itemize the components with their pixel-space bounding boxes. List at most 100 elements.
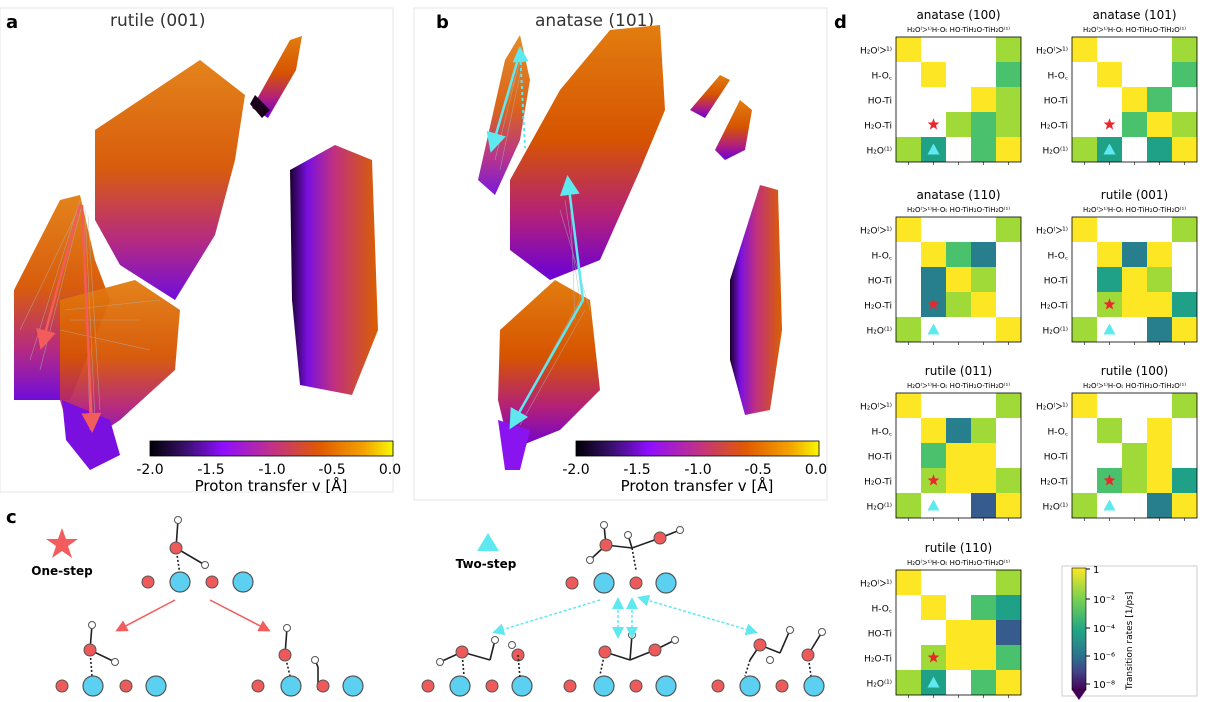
matrix-cell — [1122, 267, 1147, 292]
bond — [631, 547, 637, 571]
h-atom — [201, 561, 209, 569]
matrix-row-label: H₂O⁽ᐳ¹⁾ — [860, 47, 892, 57]
ti-atom — [280, 675, 302, 697]
ti-atom — [655, 675, 677, 697]
matrix-cell — [1172, 267, 1197, 292]
matrix-cell — [1122, 393, 1147, 418]
one-step-star-icon — [927, 474, 940, 486]
cloud-b-7 — [498, 420, 530, 470]
transition-matrix: rutile (001) H₂O⁽ᐳ¹⁾H-Oₜ HO-TiH₂O-TiH₂O⁽¹… — [1036, 188, 1198, 345]
matrix-cell — [996, 443, 1021, 468]
arrow-a-1 — [36, 204, 82, 350]
transition-matrix: rutile (100) H₂O⁽ᐳ¹⁾H-Oₜ HO-TiH₂O-TiH₂O⁽¹… — [1036, 364, 1198, 521]
matrix-cell — [946, 267, 971, 292]
colorbar-rates-ticks: 1 10⁻² 10⁻⁴ 10⁻⁶ 10⁻⁸ — [1086, 565, 1115, 691]
o-atom — [599, 538, 613, 552]
ti-atom — [803, 675, 825, 697]
cb-a-tick-1: -1.5 — [197, 462, 224, 478]
matrix-cell — [896, 670, 921, 695]
colorbar-ticks-b: -2.0 -1.5 -1.0 -0.5 0.0 — [562, 462, 827, 478]
panel-letter-c: c — [6, 507, 17, 528]
cb-b-tick-2: -1.0 — [684, 462, 711, 478]
matrix-cell — [971, 620, 996, 645]
matrix-cell — [896, 217, 921, 242]
matrix-cell — [1147, 393, 1172, 418]
o-atom — [629, 679, 643, 693]
matrix-cell — [1147, 468, 1172, 493]
matrix-cell — [896, 468, 921, 493]
colorbar-rates-label: Transition rates [1/ps] — [1125, 592, 1135, 691]
matrix-cell — [1172, 112, 1197, 137]
matrix-cell — [1122, 37, 1147, 62]
matrix-row-label: HO-Ti — [1044, 97, 1068, 107]
matrix-row-label: H₂O-Ti — [864, 478, 892, 488]
matrix-row-label: H-O꜀ — [872, 252, 892, 262]
o-atom — [629, 576, 643, 590]
matrix-cell — [1122, 137, 1147, 162]
h-atom — [508, 641, 516, 649]
matrix-cell — [946, 317, 971, 342]
matrix-cell — [946, 595, 971, 620]
matrix-cell — [896, 317, 921, 342]
matrix-cell — [1172, 37, 1197, 62]
matrix-cell — [1072, 217, 1097, 242]
o-atom — [598, 645, 612, 659]
matrix-row-label: H₂O⁽¹⁾ — [867, 147, 893, 157]
ti-atom — [739, 675, 761, 697]
one-step-star-icon — [1103, 118, 1116, 130]
matrix-cell — [1072, 468, 1097, 493]
cloud-a-3 — [290, 145, 378, 395]
matrix-row-label: H₂O⁽ᐳ¹⁾ — [1036, 403, 1068, 413]
h-atom — [436, 658, 444, 666]
matrix-cell — [896, 37, 921, 62]
rates-tick-4: 10⁻⁸ — [1093, 680, 1115, 691]
cb-b-tick-1: -1.5 — [623, 462, 650, 478]
matrix-cell — [1097, 267, 1122, 292]
matrix-cell — [946, 62, 971, 87]
cb-a-tick-4: 0.0 — [379, 462, 401, 478]
panel-b-frame — [413, 7, 828, 501]
matrix-cell — [971, 137, 996, 162]
h-atom — [111, 658, 119, 666]
colorbar-ticks-a: -2.0 -1.5 -1.0 -0.5 0.0 — [136, 462, 401, 478]
matrix-cell — [971, 217, 996, 242]
o-atom — [421, 679, 435, 693]
matrix-cell — [1147, 493, 1172, 518]
matrix-cell — [1122, 468, 1147, 493]
matrix-row-label: H₂O⁽ᐳ¹⁾ — [1036, 227, 1068, 237]
matrix-cell — [996, 393, 1021, 418]
matrix-cell — [921, 443, 946, 468]
matrix-cell — [1072, 292, 1097, 317]
matrix-cell — [996, 418, 1021, 443]
panel-a-title: rutile (001) — [110, 11, 205, 31]
matrix-row-label: H₂O-Ti — [1040, 478, 1068, 488]
matrix-row-label: H-O꜀ — [872, 72, 892, 82]
matrix-cell — [946, 393, 971, 418]
matrix-cell — [1122, 217, 1147, 242]
matrix-cell — [946, 493, 971, 518]
matrix-cell — [946, 137, 971, 162]
one-step-star-icon — [1103, 474, 1116, 486]
transition-matrix: anatase (101) H₂O⁽ᐳ¹⁾H-Oₜ HO-TiH₂O-TiH₂O⁽… — [1036, 8, 1198, 165]
matrix-cell — [1122, 242, 1147, 267]
matrix-cell — [921, 570, 946, 595]
matrix-cell — [1097, 87, 1122, 112]
matrix-cell — [1172, 87, 1197, 112]
matrix-cell — [996, 317, 1021, 342]
matrix-cell — [1172, 317, 1197, 342]
cloud-a-2-dark — [250, 95, 270, 118]
matrix-cell — [1147, 292, 1172, 317]
matrix-cell — [1147, 37, 1172, 62]
matrix-cell — [971, 393, 996, 418]
matrix-cell — [971, 570, 996, 595]
matrix-cell — [896, 87, 921, 112]
arrow-a-2 — [80, 204, 102, 433]
two-step-triangle-icon — [1103, 143, 1116, 155]
matrix-cell — [946, 468, 971, 493]
matrix-cell — [946, 570, 971, 595]
matrix-row-label: H-O꜀ — [1048, 72, 1068, 82]
matrix-col-header: H₂O⁽ᐳ¹⁾H-Oₜ HO-TiH₂O-TiH₂O⁽¹⁾ — [1083, 26, 1186, 34]
matrix-cell — [896, 292, 921, 317]
matrix-cell — [921, 418, 946, 443]
rates-tick-1: 10⁻² — [1093, 595, 1115, 606]
